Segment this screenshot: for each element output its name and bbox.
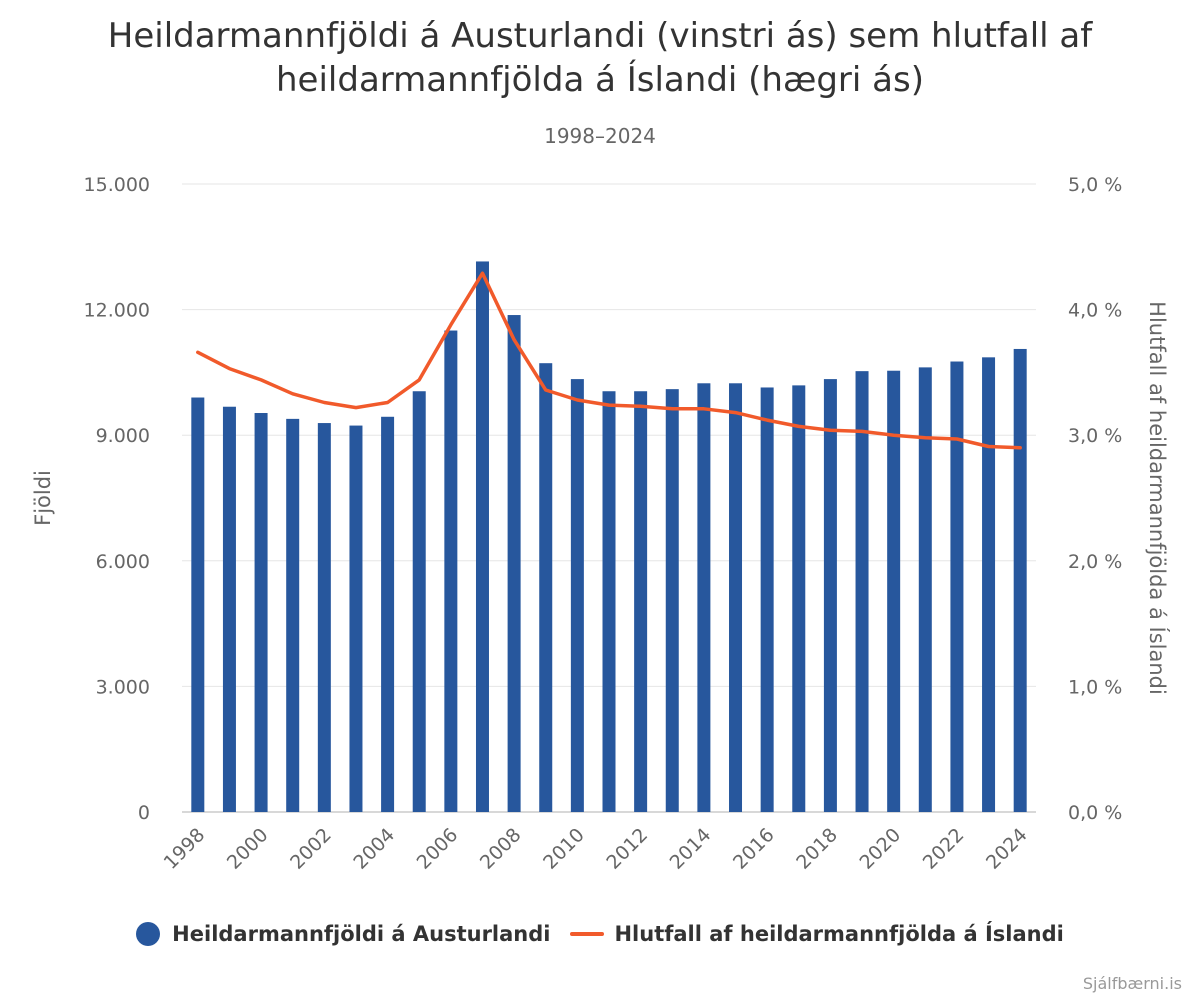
legend: Heildarmannfjöldi á Austurlandi Hlutfall…	[0, 922, 1200, 946]
x-axis-ticks: 1998 2000 2002 2004 2006 2008 2010 2012 2014 2016…	[160, 824, 1032, 874]
bar-2013[interactable]	[665, 389, 679, 812]
bar-1998[interactable]	[191, 397, 205, 812]
bar-2014[interactable]	[697, 383, 711, 812]
bar-2001[interactable]	[286, 418, 300, 812]
legend-label-population: Heildarmannfjöldi á Austurlandi	[172, 922, 551, 946]
bar-2018[interactable]	[823, 379, 837, 812]
left-tick-label: 15.000	[84, 174, 150, 196]
x-tick-label: 2018	[792, 824, 842, 874]
right-tick-label: 5,0 %	[1068, 174, 1122, 196]
left-axis-title: Fjöldi	[31, 470, 55, 526]
bar-2016[interactable]	[760, 387, 774, 812]
x-tick-label: 2008	[476, 824, 526, 874]
bar-2019[interactable]	[855, 371, 869, 812]
bar-2021[interactable]	[918, 367, 932, 812]
chart-subtitle: 1998–2024	[544, 124, 656, 148]
bar-2024[interactable]	[1013, 348, 1027, 812]
x-tick-label: 2016	[729, 824, 779, 874]
x-tick-label: 2006	[413, 824, 463, 874]
x-tick-label: 2000	[223, 824, 273, 874]
bar-2017[interactable]	[792, 385, 806, 812]
right-tick-label: 3,0 %	[1068, 425, 1122, 447]
bar-2005[interactable]	[412, 391, 426, 812]
bar-2011[interactable]	[602, 391, 616, 812]
right-tick-label: 2,0 %	[1068, 551, 1122, 573]
right-axis-ticks: 0,0 % 1,0 % 2,0 % 3,0 % 4,0 % 5,0 %	[1068, 174, 1122, 824]
x-tick-label: 2010	[539, 824, 589, 874]
bar-2003[interactable]	[349, 425, 363, 812]
x-tick-label: 1998	[160, 824, 210, 874]
bar-2006[interactable]	[444, 330, 458, 812]
left-tick-label: 12.000	[84, 300, 150, 322]
left-axis-ticks: 0 3.000 6.000 9.000 12.000 15.000	[84, 174, 150, 824]
credit-label: Sjálfbærni.is	[1082, 974, 1182, 993]
x-tick-label: 2024	[982, 824, 1032, 874]
bar-2002[interactable]	[317, 423, 331, 812]
left-tick-label: 6.000	[96, 551, 150, 573]
line-series	[196, 271, 1022, 450]
bar-series	[191, 261, 1027, 812]
left-tick-label: 3.000	[96, 676, 150, 698]
right-axis-title: Hlutfall af heildarmannfjölda á Íslandi	[1145, 301, 1170, 695]
legend-line-marker	[570, 932, 605, 936]
x-tick-label: 2002	[286, 824, 336, 874]
legend-bar-marker	[136, 922, 161, 946]
bar-2004[interactable]	[381, 416, 395, 812]
bar-2022[interactable]	[950, 361, 964, 812]
legend-item-population[interactable]: Heildarmannfjöldi á Austurlandi	[136, 922, 550, 946]
right-tick-label: 4,0 %	[1068, 300, 1122, 322]
bar-2020[interactable]	[887, 370, 901, 812]
x-tick-label: 2014	[666, 824, 716, 874]
legend-item-share[interactable]: Hlutfall af heildarmannfjölda á Íslandi	[570, 922, 1064, 946]
bar-2009[interactable]	[539, 363, 553, 812]
x-tick-label: 2020	[855, 824, 905, 874]
bar-1999[interactable]	[222, 406, 236, 812]
share-line[interactable]	[196, 271, 1022, 450]
bar-2000[interactable]	[254, 413, 268, 812]
left-tick-label: 0	[138, 802, 150, 824]
bar-2008[interactable]	[507, 315, 521, 812]
bar-2007[interactable]	[475, 261, 489, 812]
bar-2015[interactable]	[729, 383, 743, 812]
right-tick-label: 0,0 %	[1068, 802, 1122, 824]
x-tick-label: 2012	[602, 824, 652, 874]
bar-2012[interactable]	[634, 391, 648, 812]
legend-label-share: Hlutfall af heildarmannfjölda á Íslandi	[614, 922, 1064, 946]
chart-title: Heildarmannfjöldi á Austurlandi (vinstri…	[107, 16, 1093, 100]
bar-2010[interactable]	[570, 379, 584, 812]
x-tick-label: 2022	[919, 824, 969, 874]
x-tick-label: 2004	[349, 824, 399, 874]
bar-2023[interactable]	[982, 357, 996, 812]
left-tick-label: 9.000	[96, 425, 150, 447]
right-tick-label: 1,0 %	[1068, 676, 1122, 698]
